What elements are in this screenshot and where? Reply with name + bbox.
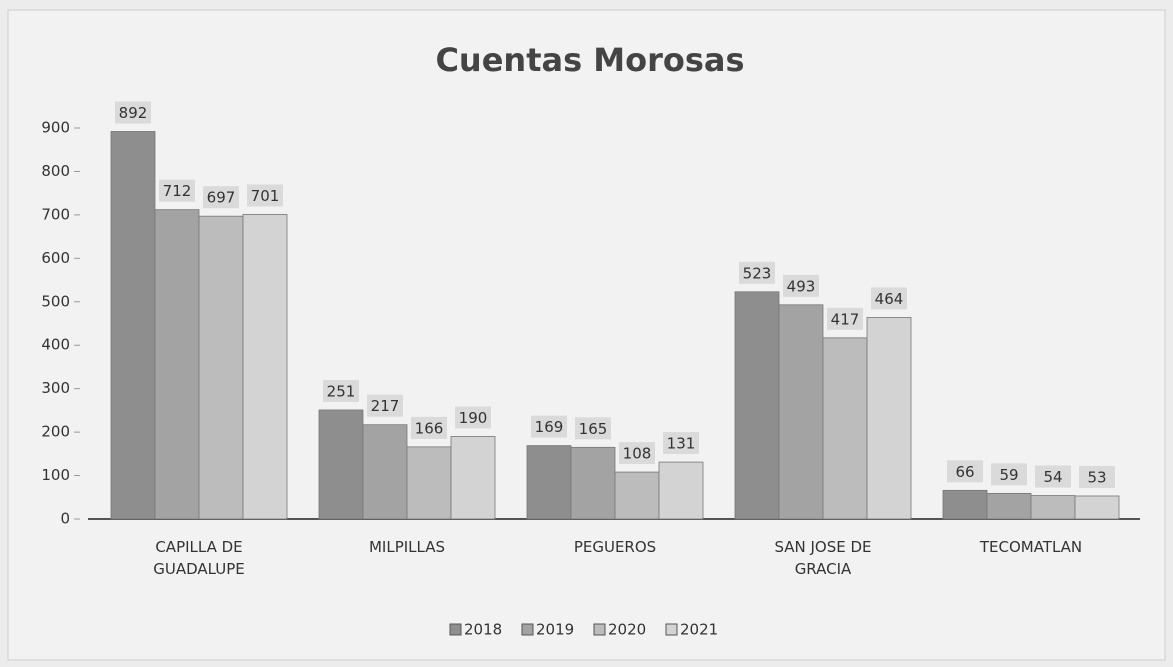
value-label: 217	[371, 397, 400, 415]
bar	[362, 424, 408, 520]
legend-label: 2020	[608, 621, 646, 639]
value-label: 251	[327, 382, 356, 400]
value-label: 166	[415, 419, 444, 437]
value-label-bg	[115, 101, 151, 124]
bar	[198, 215, 244, 520]
value-label-bg	[411, 416, 447, 439]
value-label-bg	[247, 184, 283, 207]
value-label-bg	[455, 406, 491, 429]
value-label: 190	[459, 409, 488, 427]
legend-swatch	[521, 623, 534, 636]
bar	[110, 131, 156, 520]
value-label-bg	[575, 417, 611, 440]
value-label: 169	[535, 418, 564, 436]
bar	[734, 291, 780, 520]
bar	[154, 209, 200, 520]
value-label: 131	[667, 435, 696, 453]
value-label: 493	[787, 277, 816, 295]
bar	[450, 436, 496, 520]
value-label: 417	[831, 310, 860, 328]
value-label: 66	[955, 463, 974, 481]
y-tick-label: 400	[41, 336, 70, 354]
legend-swatch	[593, 623, 606, 636]
value-label-bg	[323, 379, 359, 402]
value-label: 54	[1043, 468, 1062, 486]
value-label-bg	[203, 186, 239, 209]
y-tick-label: 800	[41, 162, 70, 180]
value-label-bg	[739, 261, 775, 284]
bar	[406, 446, 452, 520]
y-tick-label: 100	[41, 466, 70, 484]
value-label-bg	[367, 394, 403, 417]
value-label-bg	[827, 307, 863, 330]
bar	[1030, 495, 1076, 520]
bar	[242, 214, 288, 520]
bar	[866, 317, 912, 520]
value-label-bg	[619, 442, 655, 465]
legend-swatch	[665, 623, 678, 636]
bar	[570, 446, 616, 520]
value-label: 108	[623, 445, 652, 463]
value-label: 697	[207, 189, 236, 207]
y-tick-label: 200	[41, 423, 70, 441]
bar	[778, 304, 824, 520]
y-tick-label: 600	[41, 249, 70, 267]
value-label-bg	[531, 415, 567, 438]
bar	[822, 337, 868, 520]
value-label-bg	[663, 432, 699, 455]
bar	[986, 492, 1032, 520]
value-label-bg	[947, 460, 983, 483]
y-tick-label: 900	[41, 119, 70, 137]
y-tick-label: 700	[41, 205, 70, 223]
legend-label: 2021	[680, 621, 718, 639]
value-label: 165	[579, 420, 608, 438]
x-tick-label: CAPILLA DE GUADALUPE	[153, 538, 245, 578]
value-label-bg	[1035, 465, 1071, 488]
bar	[942, 489, 988, 520]
value-label: 464	[875, 290, 904, 308]
value-label: 701	[251, 187, 280, 205]
x-tick-label: PEGUEROS	[573, 538, 657, 556]
value-label-bg	[159, 179, 195, 202]
legend-swatch	[449, 623, 462, 636]
x-tick-label: TECOMATLAN	[979, 538, 1083, 556]
legend-label: 2018	[464, 621, 502, 639]
y-tick-label: 300	[41, 379, 70, 397]
chart-title: Cuentas Morosas	[435, 41, 744, 79]
bar	[614, 471, 660, 520]
y-tick-label: 500	[41, 292, 70, 310]
bar	[658, 461, 704, 520]
value-label-bg	[991, 463, 1027, 486]
value-label: 712	[163, 182, 192, 200]
y-tick-label: 0	[60, 510, 70, 528]
bar	[526, 445, 572, 520]
x-tick-label: SAN JOSE DE GRACIA	[774, 538, 872, 578]
legend-label: 2019	[536, 621, 574, 639]
value-label-bg	[871, 287, 907, 310]
value-label-bg	[1079, 465, 1115, 488]
x-tick-label: MILPILLAS	[368, 538, 446, 556]
value-label-bg	[783, 274, 819, 297]
value-label: 59	[999, 466, 1018, 484]
value-label: 53	[1087, 468, 1106, 486]
bar	[1074, 495, 1120, 520]
bar	[318, 409, 364, 520]
value-label: 523	[743, 264, 772, 282]
value-label: 892	[119, 104, 148, 122]
